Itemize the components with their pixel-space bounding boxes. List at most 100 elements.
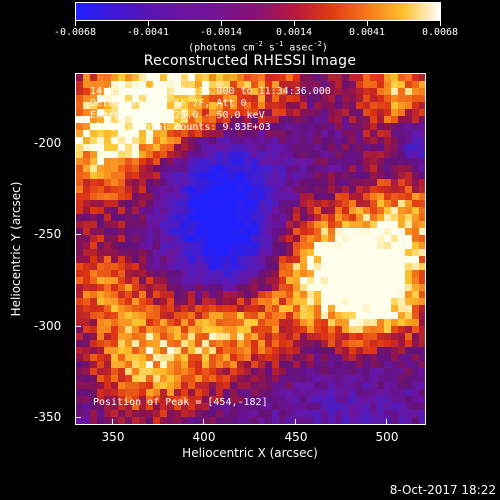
heatmap-pixel xyxy=(377,228,384,235)
heatmap-pixel xyxy=(328,333,335,340)
heatmap-pixel xyxy=(363,116,370,123)
heatmap-pixel xyxy=(258,214,265,221)
heatmap-pixel xyxy=(90,256,97,263)
heatmap-pixel xyxy=(125,158,132,165)
colorbar-tick xyxy=(148,20,149,26)
heatmap-pixel xyxy=(223,130,230,137)
heatmap-pixel xyxy=(104,193,111,200)
heatmap-pixel xyxy=(265,81,272,88)
heatmap-pixel xyxy=(237,263,244,270)
heatmap-pixel xyxy=(216,144,223,151)
heatmap-pixel xyxy=(377,172,384,179)
heatmap-pixel xyxy=(167,193,174,200)
heatmap-pixel xyxy=(377,249,384,256)
heatmap-pixel xyxy=(237,347,244,354)
heatmap-pixel xyxy=(405,186,412,193)
heatmap-pixel xyxy=(76,235,83,242)
heatmap-pixel xyxy=(167,172,174,179)
heatmap-pixel xyxy=(139,221,146,228)
heatmap-pixel xyxy=(370,305,377,312)
heatmap-pixel xyxy=(314,214,321,221)
heatmap-pixel xyxy=(223,123,230,130)
heatmap-pixel xyxy=(174,319,181,326)
heatmap-pixel xyxy=(258,200,265,207)
heatmap-pixel xyxy=(342,172,349,179)
heatmap-pixel xyxy=(209,263,216,270)
heatmap-pixel xyxy=(237,291,244,298)
heatmap-pixel xyxy=(174,382,181,389)
heatmap-pixel xyxy=(209,228,216,235)
heatmap-pixel xyxy=(398,312,405,319)
heatmap-pixel xyxy=(335,347,342,354)
heatmap-pixel xyxy=(202,347,209,354)
heatmap-pixel xyxy=(76,361,83,368)
heatmap-pixel xyxy=(363,382,370,389)
heatmap-pixel xyxy=(377,333,384,340)
heatmap-pixel xyxy=(363,151,370,158)
heatmap-pixel xyxy=(293,172,300,179)
heatmap-pixel xyxy=(209,235,216,242)
heatmap-pixel xyxy=(111,130,118,137)
heatmap-pixel xyxy=(188,277,195,284)
heatmap-pixel xyxy=(160,298,167,305)
heatmap-pixel xyxy=(391,389,398,396)
heatmap-pixel xyxy=(342,354,349,361)
heatmap-pixel xyxy=(76,151,83,158)
heatmap-pixel xyxy=(188,242,195,249)
heatmap-pixel xyxy=(97,88,104,95)
heatmap-pixel xyxy=(160,235,167,242)
heatmap-pixel xyxy=(104,235,111,242)
heatmap-pixel xyxy=(139,109,146,116)
heatmap-pixel xyxy=(349,361,356,368)
heatmap-pixel xyxy=(314,263,321,270)
heatmap-pixel xyxy=(272,228,279,235)
heatmap-pixel xyxy=(328,368,335,375)
heatmap-pixel xyxy=(125,410,132,417)
heatmap-pixel xyxy=(223,305,230,312)
heatmap-pixel xyxy=(97,186,104,193)
heatmap-pixel xyxy=(188,249,195,256)
heatmap-pixel xyxy=(391,291,398,298)
heatmap-pixel xyxy=(188,298,195,305)
heatmap-pixel xyxy=(412,179,419,186)
heatmap-pixel xyxy=(153,116,160,123)
heatmap-pixel xyxy=(237,242,244,249)
heatmap-pixel xyxy=(384,361,391,368)
heatmap-pixel xyxy=(307,403,314,410)
heatmap-pixel xyxy=(251,305,258,312)
heatmap-pixel xyxy=(230,368,237,375)
heatmap-pixel xyxy=(146,284,153,291)
heatmap-pixel xyxy=(272,144,279,151)
y-tick-mark xyxy=(75,234,81,235)
heatmap-pixel xyxy=(286,256,293,263)
heatmap-pixel xyxy=(118,319,125,326)
heatmap-pixel xyxy=(405,305,412,312)
heatmap-pixel xyxy=(300,361,307,368)
heatmap-pixel xyxy=(237,312,244,319)
heatmap-pixel xyxy=(363,235,370,242)
heatmap-pixel xyxy=(328,228,335,235)
heatmap-pixel xyxy=(195,74,202,81)
heatmap-pixel xyxy=(167,256,174,263)
heatmap-pixel xyxy=(370,340,377,347)
heatmap-pixel xyxy=(188,172,195,179)
heatmap-pixel xyxy=(244,333,251,340)
heatmap-pixel xyxy=(188,186,195,193)
heatmap-pixel xyxy=(251,137,258,144)
heatmap-pixel xyxy=(125,256,132,263)
heatmap-pixel xyxy=(153,333,160,340)
heatmap-pixel xyxy=(174,151,181,158)
heatmap-pixel xyxy=(83,158,90,165)
heatmap-pixel xyxy=(125,242,132,249)
heatmap-pixel xyxy=(384,235,391,242)
heatmap-pixel xyxy=(307,298,314,305)
heatmap-pixel xyxy=(195,417,202,424)
heatmap-pixel xyxy=(314,277,321,284)
heatmap-pixel xyxy=(83,319,90,326)
heatmap-pixel xyxy=(237,417,244,424)
heatmap-pixel xyxy=(202,361,209,368)
heatmap-pixel xyxy=(342,165,349,172)
heatmap-pixel xyxy=(174,375,181,382)
heatmap-pixel xyxy=(307,361,314,368)
heatmap-pixel xyxy=(321,95,328,102)
